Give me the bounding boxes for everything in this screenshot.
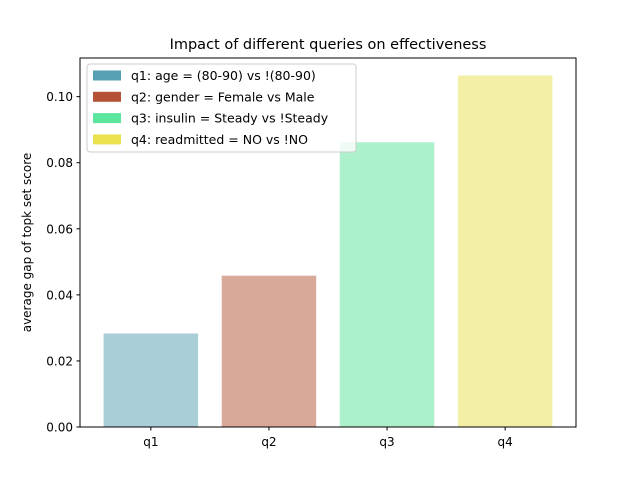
bars-group xyxy=(103,75,553,428)
y-tick-label: 0.00 xyxy=(46,421,73,435)
y-axis-title: average gap of topk set score xyxy=(20,153,34,333)
x-tick-label: q1 xyxy=(143,435,158,449)
bar-q3 xyxy=(339,142,435,428)
chart-title: Impact of different queries on effective… xyxy=(170,37,487,53)
x-tick-label: q4 xyxy=(498,435,513,449)
y-axis: 0.00 0.02 0.04 0.06 0.08 0.10 xyxy=(46,90,80,435)
y-tick-label: 0.04 xyxy=(46,288,73,302)
legend-label: q1: age = (80-90) vs !(80-90) xyxy=(131,68,316,83)
legend: q1: age = (80-90) vs !(80-90) q2: gender … xyxy=(86,63,357,153)
y-tick-label: 0.02 xyxy=(46,354,73,368)
legend-swatch xyxy=(93,113,121,124)
x-tick-label: q2 xyxy=(261,435,276,449)
bar-q1 xyxy=(103,333,199,427)
bar-q2 xyxy=(221,275,317,427)
plot-frame xyxy=(79,57,577,428)
bar-q4 xyxy=(457,75,553,427)
legend-box xyxy=(86,63,357,153)
x-tick-label: q3 xyxy=(379,435,394,449)
legend-label: q4: readmitted = NO vs !NO xyxy=(131,132,308,147)
y-tick-label: 0.10 xyxy=(46,90,73,104)
legend-swatch xyxy=(93,134,121,145)
y-tick-label: 0.06 xyxy=(46,222,73,236)
legend-swatch xyxy=(93,91,121,102)
legend-label: q3: insulin = Steady vs !Steady xyxy=(131,111,329,126)
x-axis: q1 q2 q3 q4 xyxy=(143,427,513,449)
legend-label: q2: gender = Female vs Male xyxy=(131,89,315,104)
legend-swatch xyxy=(93,70,121,81)
y-tick-label: 0.08 xyxy=(46,156,73,170)
